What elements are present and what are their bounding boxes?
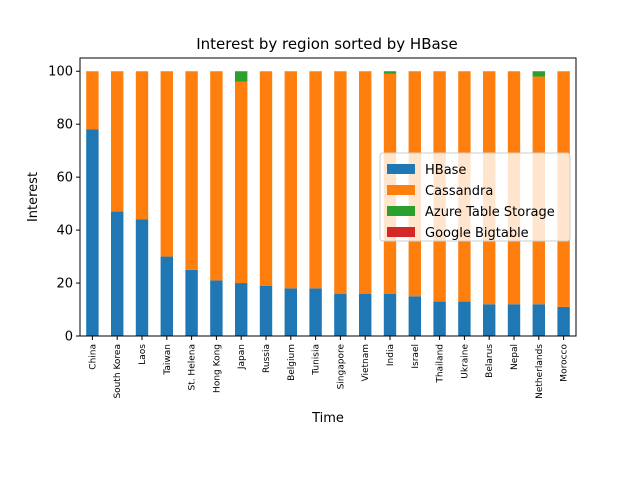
bar-cassandra-japan xyxy=(235,81,248,284)
bar-hbase-vietnam xyxy=(359,293,372,336)
bar-hbase-laos xyxy=(135,219,149,336)
x-tick-label-singapore: Singapore xyxy=(336,344,346,390)
bar-hbase-china xyxy=(86,129,99,336)
legend: HBase Cassandra Azure Table Storage Google … xyxy=(379,152,571,242)
legend-swatch-cassandra xyxy=(387,185,415,195)
y-axis-label: Interest xyxy=(26,172,41,222)
bar-hbase-japan xyxy=(235,283,248,336)
plot-frame xyxy=(79,57,577,337)
bar-cassandra-laos xyxy=(135,71,149,220)
bar-hbase-belarus xyxy=(483,304,496,336)
y-tick-label: 80 xyxy=(56,118,73,133)
bar-hbase-morocco xyxy=(557,306,570,336)
legend-box xyxy=(379,152,571,242)
y-tick-label: 40 xyxy=(56,224,73,239)
x-tick-label-india: India xyxy=(386,344,396,366)
x-tick-label-thailand: Thailand xyxy=(436,344,446,384)
bar-hbase-st-helena xyxy=(185,269,198,336)
x-tick-label-taiwan: Taiwan xyxy=(163,344,173,376)
bar-hbase-tunisia xyxy=(309,288,322,336)
y-tick-label: 20 xyxy=(56,277,73,292)
x-tick-label-israel: Israel xyxy=(411,344,421,369)
bar-hbase-thailand xyxy=(433,301,446,336)
x-axis: China South Korea Laos Taiwan St. Helena Hong… xyxy=(88,336,570,399)
bar-hbase-belgium xyxy=(284,288,297,336)
bar-hbase-taiwan xyxy=(160,256,173,336)
bar-cassandra-singapore xyxy=(334,71,347,294)
bar-cassandra-russia xyxy=(259,71,273,286)
bar-cassandra-taiwan xyxy=(160,71,173,257)
bar-hbase-hong-kong xyxy=(210,280,223,336)
legend-label-cassandra: Cassandra xyxy=(425,184,493,199)
bar-cassandra-hong-kong xyxy=(210,71,223,281)
x-tick-label-belarus: Belarus xyxy=(485,344,495,378)
legend-swatch-google-bigtable xyxy=(387,227,415,237)
bar-azure-table-storage-japan xyxy=(235,71,248,82)
bar-cassandra-vietnam xyxy=(359,71,372,294)
bar-hbase-india xyxy=(383,293,397,336)
bar-cassandra-tunisia xyxy=(309,71,322,289)
bar-hbase-russia xyxy=(259,285,273,336)
bar-hbase-south-korea xyxy=(111,211,124,336)
x-tick-label-south-korea: South Korea xyxy=(113,344,123,399)
y-tick-label: 60 xyxy=(56,171,73,186)
x-tick-label-netherlands: Netherlands xyxy=(535,344,545,399)
legend-label-google-bigtable: Google Bigtable xyxy=(425,226,529,241)
bar-hbase-israel xyxy=(408,296,421,336)
bar-cassandra-st-helena xyxy=(185,71,198,270)
x-tick-label-nepal: Nepal xyxy=(510,344,520,370)
x-tick-label-tunisia: Tunisia xyxy=(312,344,322,376)
legend-swatch-azure-table-storage xyxy=(387,206,415,216)
y-tick-label: 0 xyxy=(65,330,73,345)
legend-swatch-hbase xyxy=(387,164,415,174)
bar-cassandra-south-korea xyxy=(111,71,124,212)
y-axis: 0 20 40 60 80 100 xyxy=(48,65,80,345)
x-tick-label-vietnam: Vietnam xyxy=(361,344,371,382)
x-tick-label-belgium: Belgium xyxy=(287,344,297,381)
legend-label-azure-table-storage: Azure Table Storage xyxy=(425,205,555,220)
bar-hbase-nepal xyxy=(507,304,521,336)
bar-azure-table-storage-netherlands xyxy=(532,71,545,77)
legend-label-hbase: HBase xyxy=(425,163,466,178)
chart-title: Interest by region sorted by HBase xyxy=(196,35,457,53)
bar-hbase-singapore xyxy=(334,293,347,336)
bar-hbase-netherlands xyxy=(532,304,545,336)
x-tick-label-laos: Laos xyxy=(138,344,148,365)
bar-cassandra-belgium xyxy=(284,71,297,289)
x-tick-label-hong-kong: Hong Kong xyxy=(212,344,222,393)
x-tick-label-st-helena: St. Helena xyxy=(188,344,198,391)
x-axis-label: Time xyxy=(311,411,344,426)
x-tick-label-ukraine: Ukraine xyxy=(460,344,470,379)
x-tick-label-russia: Russia xyxy=(262,344,272,373)
bar-hbase-ukraine xyxy=(458,301,471,336)
bar-azure-table-storage-india xyxy=(383,71,397,74)
bar-cassandra-china xyxy=(86,71,99,130)
x-tick-label-morocco: Morocco xyxy=(560,344,570,382)
x-tick-label-china: China xyxy=(88,344,98,370)
x-tick-label-japan: Japan xyxy=(237,344,247,370)
y-tick-label: 100 xyxy=(48,65,73,80)
